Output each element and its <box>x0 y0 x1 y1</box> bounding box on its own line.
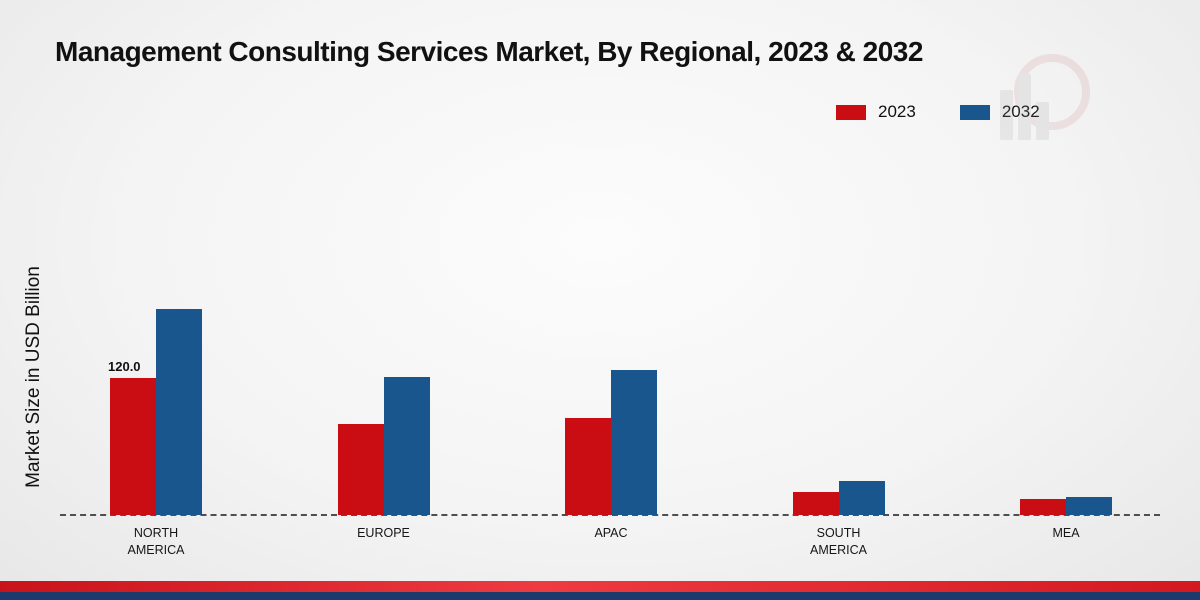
category-label-europe: EUROPE <box>357 526 410 540</box>
footer-red-bar <box>0 581 1200 592</box>
x-axis-baseline <box>60 514 1160 516</box>
legend-label-2023: 2023 <box>878 102 916 121</box>
legend: 2023 2032 <box>836 102 1040 122</box>
footer-navy-bar <box>0 592 1200 600</box>
legend-swatch-2032 <box>959 104 990 120</box>
watermark-logo-icon <box>980 52 1090 152</box>
category-label-mea: MEA <box>1052 526 1080 540</box>
bar-south-america-2032 <box>838 481 885 515</box>
bar-north-america-2032 <box>156 309 202 515</box>
legend-item-2032: 2032 <box>959 102 1040 122</box>
chart-title: Management Consulting Services Market, B… <box>55 36 923 67</box>
legend-label-2032: 2032 <box>1002 102 1040 122</box>
category-label-south-america: SOUTH AMERICA <box>810 526 867 557</box>
bar-apac-2023 <box>565 418 611 515</box>
bar-north-america-2023 <box>110 378 156 515</box>
bar-apac-2032 <box>611 370 657 515</box>
bar-value-label: 120.0 <box>108 359 141 374</box>
legend-item-2023: 2023 <box>836 102 916 122</box>
bar-south-america-2023 <box>792 492 839 515</box>
bar-mea-2032 <box>1066 497 1112 515</box>
bar-mea-2023 <box>1020 499 1066 515</box>
bar-europe-2032 <box>383 377 430 515</box>
legend-swatch-2023 <box>836 104 866 120</box>
category-label-apac: APAC <box>594 526 628 540</box>
bar-europe-2023 <box>337 424 384 515</box>
category-label-north-america: NORTH AMERICA <box>127 526 185 557</box>
